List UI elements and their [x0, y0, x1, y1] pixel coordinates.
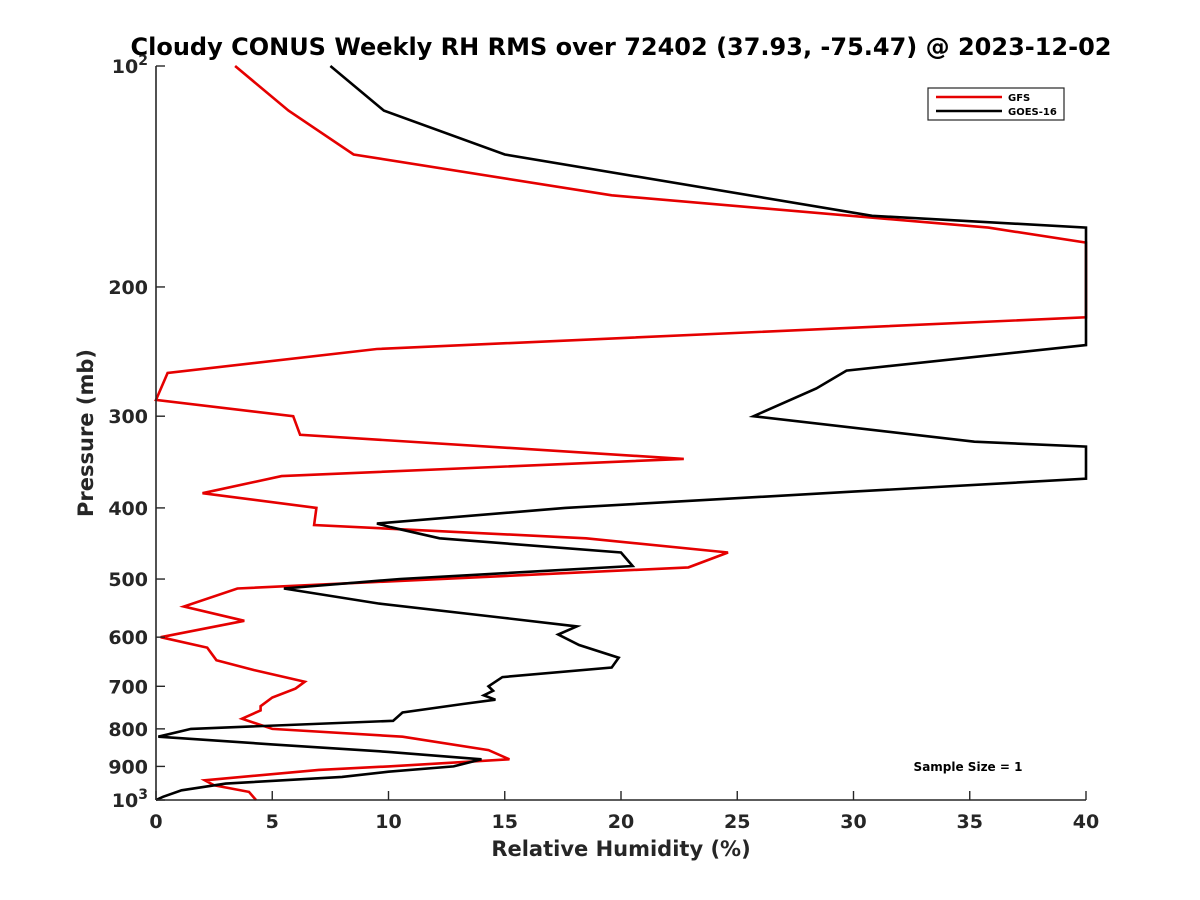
x-tick-label: 10 — [375, 811, 401, 833]
y-tick-label: 800 — [108, 719, 148, 741]
y-tick-label: 500 — [108, 569, 148, 591]
sample-size-annotation: Sample Size = 1 — [914, 760, 1023, 774]
x-tick-label: 25 — [724, 811, 750, 833]
y-tick-label: 300 — [108, 406, 148, 428]
y-tick-label: 103 — [112, 787, 148, 812]
legend-box — [927, 87, 1065, 121]
legend-label-goes-16: GOES-16 — [1008, 107, 1057, 118]
y-axis-title: Pressure (mb) — [74, 349, 98, 517]
legend-label-gfs: GFS — [1008, 93, 1030, 104]
y-tick-label: 400 — [108, 498, 148, 520]
axes-layer: 0 5 10 15 20 25 30 35 40 102 200 300 400 500 600 700 800… — [108, 53, 1099, 833]
y-tick-label: 102 — [112, 53, 148, 78]
series-line-gfs — [154, 65, 1088, 801]
legend: GFS GOES-16 — [927, 87, 1065, 121]
x-tick-label: 40 — [1073, 811, 1099, 833]
x-tick-label: 35 — [957, 811, 983, 833]
y-tick-label: 200 — [108, 277, 148, 299]
y-tick-label: 600 — [108, 627, 148, 649]
x-tick-label: 20 — [608, 811, 634, 833]
x-tick-label: 15 — [492, 811, 518, 833]
x-axis-title: Relative Humidity (%) — [491, 837, 750, 861]
series-line-goes-16 — [155, 65, 1088, 802]
x-tick-label: 0 — [149, 811, 162, 833]
chart-title: Cloudy CONUS Weekly RH RMS over 72402 (3… — [131, 33, 1112, 61]
series-layer — [154, 65, 1088, 802]
x-tick-label: 5 — [266, 811, 279, 833]
y-tick-label: 900 — [108, 756, 148, 778]
y-tick-label: 700 — [108, 676, 148, 698]
x-tick-label: 30 — [840, 811, 866, 833]
